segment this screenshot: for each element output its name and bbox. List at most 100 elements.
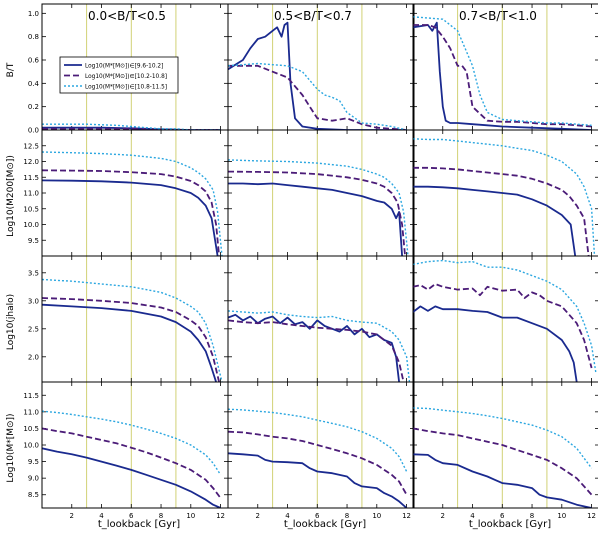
legend-entry-3: Log10(M*[M⊙])∈[10.8-11.5] [85, 84, 167, 90]
x-axis-label-col3: t_lookback [Gyr] [469, 519, 551, 530]
x-tick-label: 6 [315, 512, 320, 520]
y-tick-label: 10.0 [23, 442, 39, 450]
x-tick-label: 10 [557, 512, 566, 520]
x-tick-label: 8 [345, 512, 349, 520]
series-line-1 [413, 185, 577, 256]
x-tick-label: 6 [129, 512, 134, 520]
column-title-2: 0.5<B/T<0.7 [274, 9, 352, 23]
series-line-3 [42, 151, 223, 256]
panel-frame [227, 255, 415, 383]
panel-r3-c2: 2 4 6 8 10 12 [412, 381, 598, 520]
panel-frame [41, 129, 229, 257]
series-line-2 [228, 319, 405, 382]
x-tick-label: 2 [256, 512, 260, 520]
x-tick-label: 4 [285, 512, 290, 520]
y-tick-label: 11.0 [23, 190, 39, 198]
y-tick-label: 10.5 [23, 205, 39, 213]
series-line-2 [42, 427, 222, 499]
y-axis-label-row1: B/T [6, 62, 16, 77]
y-tick-label: 0.4 [28, 80, 40, 88]
column-title-1: 0.0<B/T<0.5 [88, 9, 166, 23]
x-axis-label-col2: t_lookback [Gyr] [284, 519, 366, 530]
series-line-1 [228, 21, 407, 130]
series-line-3 [413, 407, 593, 469]
panels-group: 0.0 0.2 0.4 0.6 0.8 1.0 9.5 10.0 10.5 11.0 11.5 12.… [6, 3, 598, 530]
series-line-3 [42, 123, 221, 130]
x-tick-label: 2 [441, 512, 445, 520]
y-tick-label: 12.5 [23, 142, 39, 150]
y-tick-label: 10.0 [23, 221, 39, 229]
series-line-2 [228, 64, 407, 130]
legend-box [59, 56, 179, 94]
panel-frame [412, 381, 598, 509]
y-tick-label: 0.6 [28, 57, 40, 65]
series-line-2 [228, 430, 408, 496]
series-line-1 [228, 313, 400, 382]
y-tick-label: 11.0 [23, 408, 39, 416]
panel-r1-c1 [227, 129, 415, 257]
series-line-3 [413, 259, 597, 374]
panel-frame [41, 381, 229, 509]
series-line-2 [42, 127, 221, 130]
series-line-1 [228, 182, 403, 256]
series-line-1 [42, 179, 219, 256]
x-tick-label: 12 [587, 512, 596, 520]
y-tick-label: 3.0 [28, 297, 39, 305]
x-tick-label: 4 [470, 512, 475, 520]
x-tick-label: 8 [159, 512, 163, 520]
panel-r1-c0: 9.5 10.0 10.5 11.0 11.5 12.0 12.5 [23, 129, 229, 257]
y-tick-label: 11.5 [23, 392, 39, 400]
panel-frame [227, 129, 415, 257]
x-tick-label: 4 [99, 512, 104, 520]
y-tick-label: 2.0 [28, 353, 39, 361]
legend: Log10(M*[M⊙])∈[9.6-10.2] Log10(M*[M⊙])∈[1… [59, 56, 179, 94]
y-axis-label-row3: Log10(jhalo) [6, 294, 16, 350]
x-tick-label: 12 [402, 512, 411, 520]
x-tick-label: 12 [216, 512, 225, 520]
series-line-2 [42, 297, 220, 382]
panel-frame [412, 255, 598, 383]
y-tick-label: 2.5 [28, 325, 39, 333]
series-line-2 [42, 169, 220, 256]
series-line-1 [228, 452, 408, 508]
legend-entry-1: Log10(M*[M⊙])∈[9.6-10.2] [85, 63, 163, 69]
x-tick-label: 6 [500, 512, 505, 520]
y-tick-label: 9.0 [28, 475, 39, 483]
series-line-3 [228, 62, 407, 130]
y-tick-label: 3.5 [28, 269, 39, 277]
y-tick-label: 0.0 [28, 127, 39, 135]
series-line-3 [413, 138, 596, 256]
y-tick-label: 12.0 [23, 158, 39, 166]
panel-frame [227, 381, 415, 509]
series-line-3 [228, 408, 408, 472]
series-line-2 [413, 166, 590, 256]
panel-r0-c0: 0.0 0.2 0.4 0.6 0.8 1.0 [28, 3, 229, 135]
series-line-3 [228, 310, 411, 382]
y-tick-label: 1.0 [28, 10, 39, 18]
y-tick-label: 10.5 [23, 425, 39, 433]
series-line-1 [413, 305, 578, 382]
y-tick-label: 8.5 [28, 491, 39, 499]
panel-frame [41, 255, 229, 383]
panel-r2-c1 [227, 255, 415, 383]
y-tick-label: 11.5 [23, 174, 39, 182]
series-line-1 [42, 303, 217, 382]
x-tick-label: 2 [70, 512, 74, 520]
y-tick-label: 0.2 [28, 103, 39, 111]
column-title-3: 0.7<B/T<1.0 [459, 9, 537, 23]
x-tick-label: 10 [186, 512, 195, 520]
y-tick-label: 0.8 [28, 33, 39, 41]
series-line-2 [413, 427, 593, 496]
x-tick-label: 8 [530, 512, 534, 520]
y-axis-label-row4: Log10(M*[M⊙]) [6, 413, 16, 482]
series-line-3 [42, 410, 222, 476]
y-tick-label: 9.5 [28, 458, 39, 466]
legend-entry-2: Log10(M*[M⊙])∈[10.2-10.8] [85, 74, 167, 80]
y-tick-label: 9.5 [28, 237, 39, 245]
y-axis-label-row2: Log10(M200[M⊙]) [6, 155, 16, 237]
series-line-2 [228, 170, 406, 256]
x-tick-label: 10 [372, 512, 381, 520]
series-line-1 [413, 21, 592, 130]
series-line-1 [42, 447, 221, 508]
